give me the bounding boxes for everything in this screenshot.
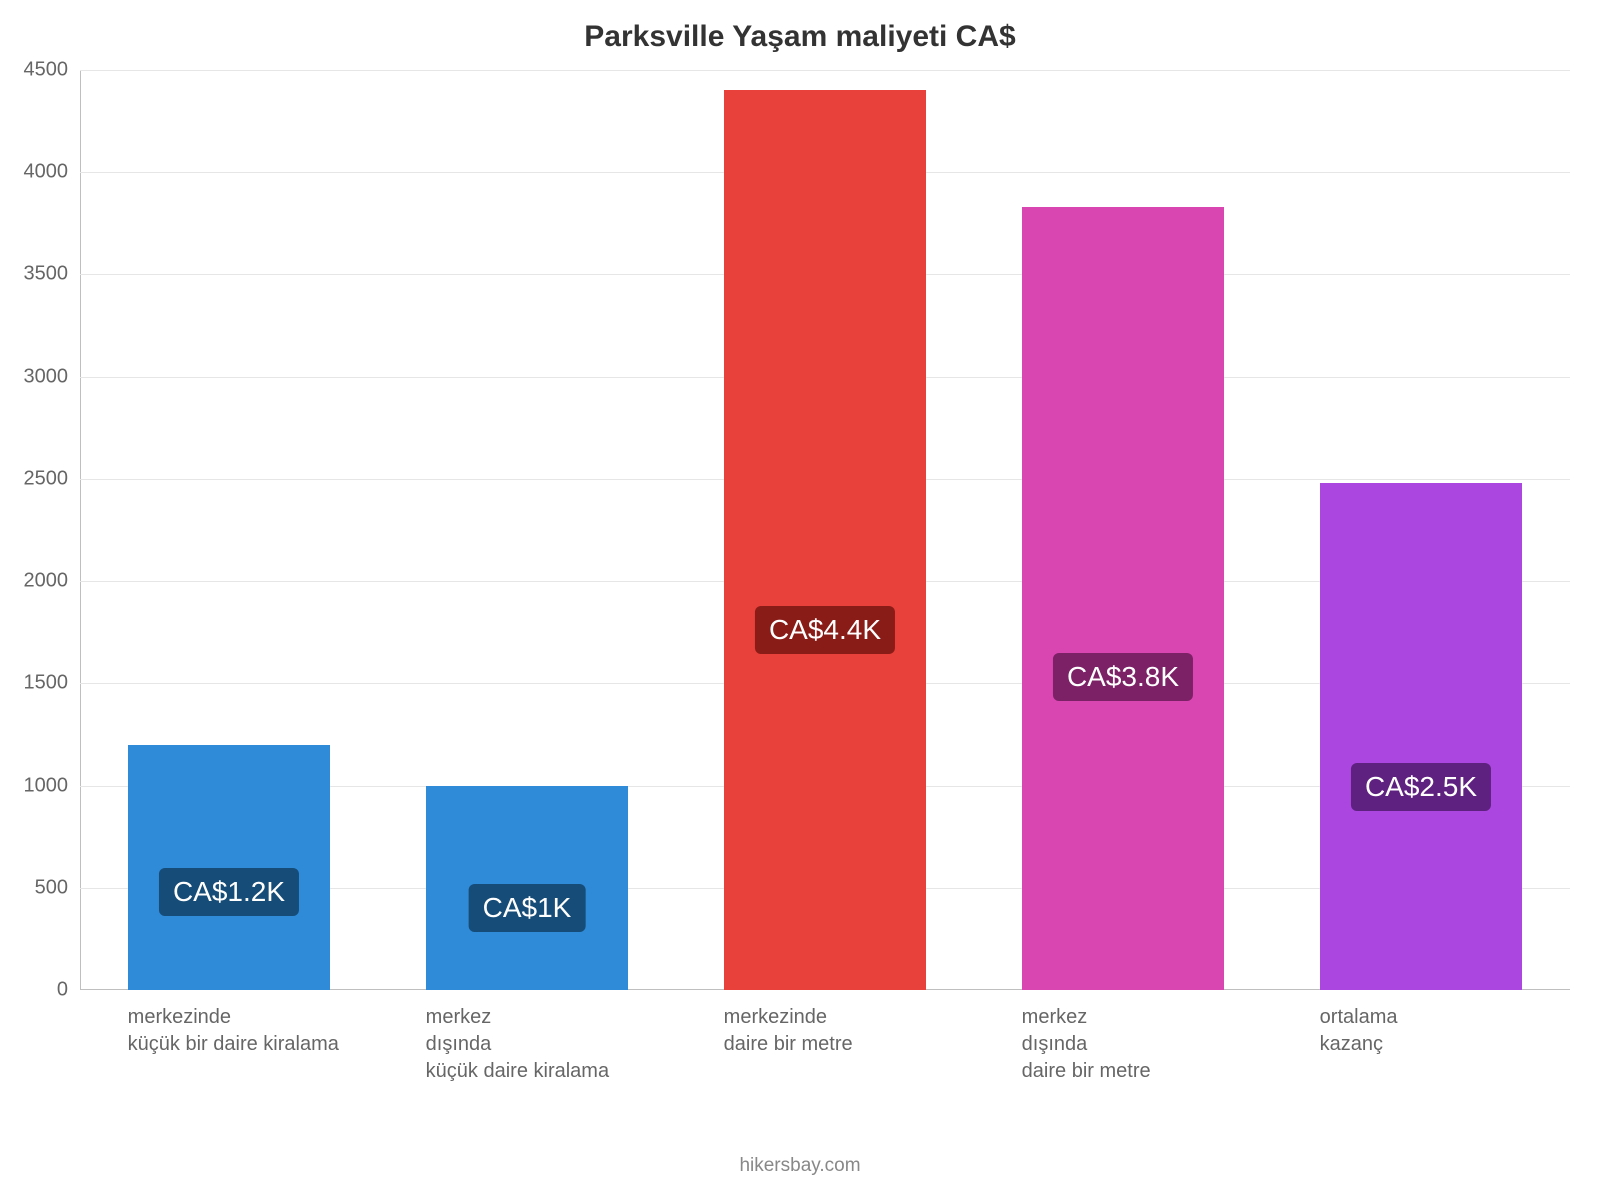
x-category-label: merkez dışında daire bir metre xyxy=(1022,990,1320,1085)
bar xyxy=(1320,483,1523,990)
footer-credit: hikersbay.com xyxy=(0,1155,1600,1177)
y-tick-label: 2000 xyxy=(24,570,81,593)
bar xyxy=(1022,207,1225,990)
x-category-label: merkezinde daire bir metre xyxy=(724,990,1022,1058)
y-tick-label: 0 xyxy=(57,979,80,1002)
y-tick-label: 1500 xyxy=(24,672,81,695)
y-tick-label: 4000 xyxy=(24,161,81,184)
grid-line xyxy=(80,70,1570,71)
bar-value-label: CA$3.8K xyxy=(1053,653,1193,701)
y-tick-label: 500 xyxy=(35,876,80,899)
y-axis-line xyxy=(80,70,81,990)
x-category-label: merkez dışında küçük daire kiralama xyxy=(426,990,724,1085)
y-tick-label: 1000 xyxy=(24,774,81,797)
y-tick-label: 4500 xyxy=(24,59,81,82)
y-tick-label: 3500 xyxy=(24,263,81,286)
bar-value-label: CA$4.4K xyxy=(755,606,895,654)
x-category-label: ortalama kazanç xyxy=(1320,990,1600,1058)
bar-value-label: CA$1K xyxy=(469,884,586,932)
plot-area: 050010001500200025003000350040004500CA$1… xyxy=(80,70,1570,990)
bar-value-label: CA$2.5K xyxy=(1351,763,1491,811)
bar-value-label: CA$1.2K xyxy=(159,868,299,916)
y-tick-label: 3000 xyxy=(24,365,81,388)
chart-container: Parksville Yaşam maliyeti CA$ 0500100015… xyxy=(0,0,1600,1200)
bar xyxy=(724,90,927,990)
chart-title: Parksville Yaşam maliyeti CA$ xyxy=(0,20,1600,54)
y-tick-label: 2500 xyxy=(24,467,81,490)
x-category-label: merkezinde küçük bir daire kiralama xyxy=(128,990,426,1058)
